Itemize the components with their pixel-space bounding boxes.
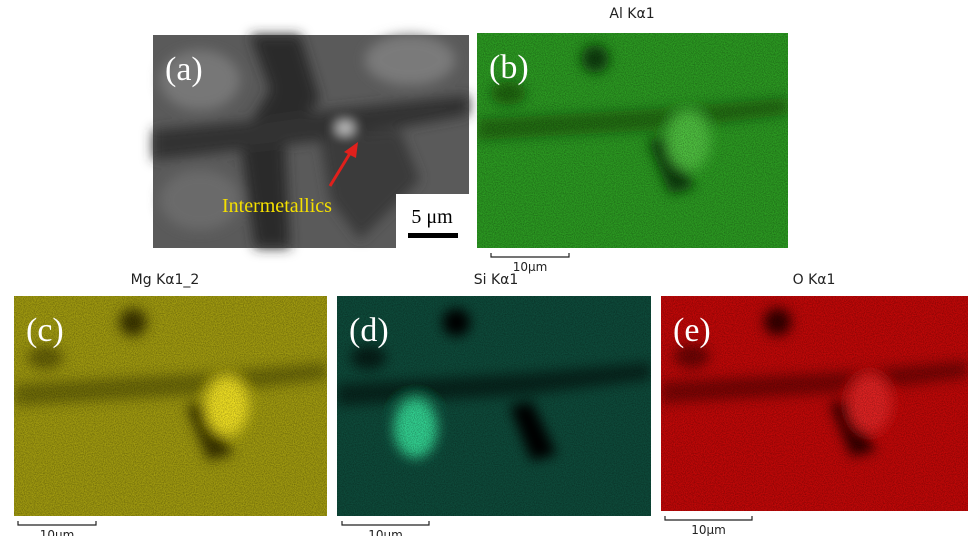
scale-bar xyxy=(18,521,96,525)
panel-title: Mg Kα1_2 xyxy=(131,272,200,288)
scale-bar xyxy=(491,253,569,257)
scale-bar xyxy=(342,521,429,525)
panel-label: (c) xyxy=(26,312,64,349)
panel: Si Kα1 (d) 10μm xyxy=(337,272,651,536)
scale-bar xyxy=(408,233,458,238)
scale-bar-label: 10μm xyxy=(691,523,726,536)
annotation: Intermetallics xyxy=(222,195,332,217)
panel-label: (a) xyxy=(165,51,203,88)
scale-bar-label: 10μm xyxy=(40,528,75,536)
scale-bar xyxy=(665,516,752,520)
scale-bar-label: 10μm xyxy=(368,528,403,536)
panel-label: (b) xyxy=(489,49,529,86)
panel: Mg Kα1_2 (c) 10μm xyxy=(14,272,327,536)
figure: (a) Intermetallics 5 μm Al Kα1(b)10μmMg … xyxy=(0,0,969,536)
panel-label: (e) xyxy=(673,312,711,349)
panel-title: Al Kα1 xyxy=(609,6,654,22)
panel: O Kα1 (e) 10μm xyxy=(661,272,968,536)
panel-title: O Kα1 xyxy=(793,272,836,288)
panel-label: (d) xyxy=(349,312,389,349)
scale-bar-label: 5 μm xyxy=(411,206,453,228)
panel: Al Kα1(b)10μm xyxy=(477,6,788,274)
panel-a: (a) Intermetallics 5 μm xyxy=(153,35,469,248)
panel-title: Si Kα1 xyxy=(474,272,519,288)
